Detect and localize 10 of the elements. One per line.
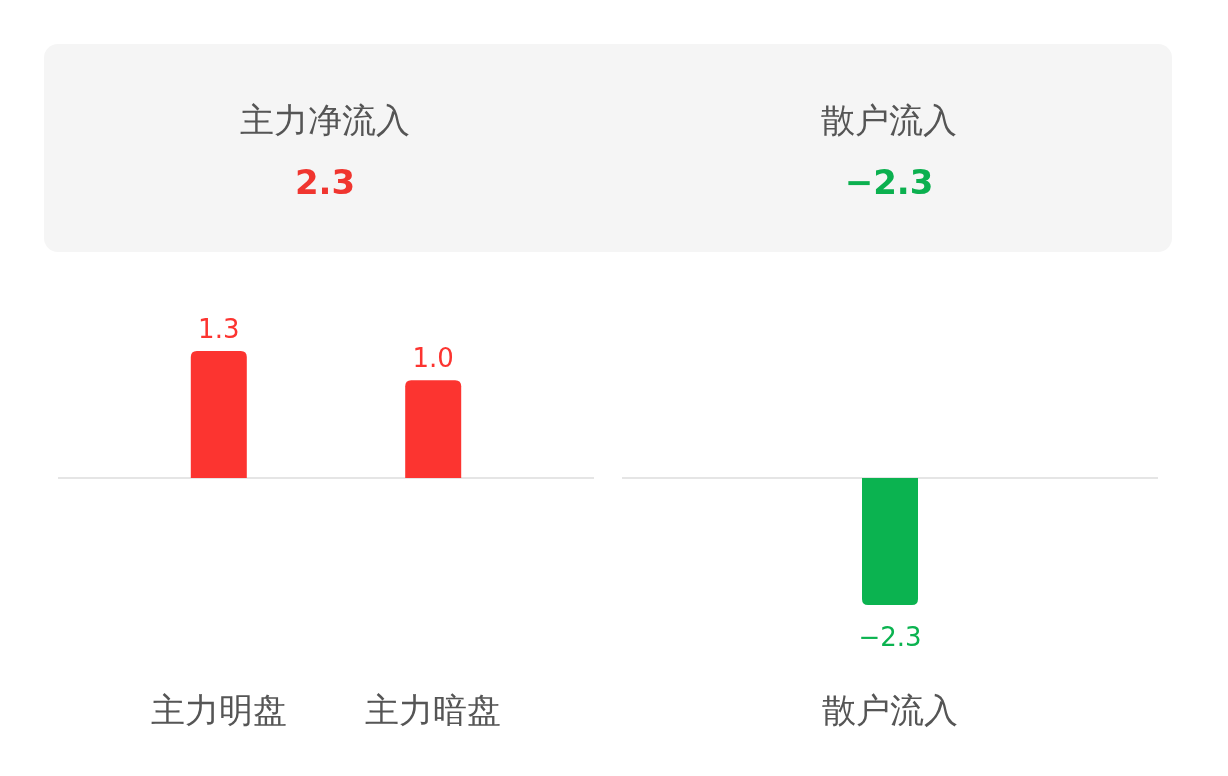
data-label: −2.3 <box>858 622 922 652</box>
text: 散户流入 <box>821 100 957 140</box>
data-label: 1.0 <box>412 343 454 374</box>
text: 2.3 <box>294 162 356 202</box>
x-tick-label: 主力暗盘 <box>365 690 502 730</box>
data-label: 1.3 <box>198 314 240 344</box>
x-tick-label: 主力明盘 <box>150 690 287 730</box>
x-tick-label: 散户流入 <box>822 690 958 730</box>
text: 主力净流入 <box>240 100 410 140</box>
text: −2.3 <box>844 162 934 202</box>
